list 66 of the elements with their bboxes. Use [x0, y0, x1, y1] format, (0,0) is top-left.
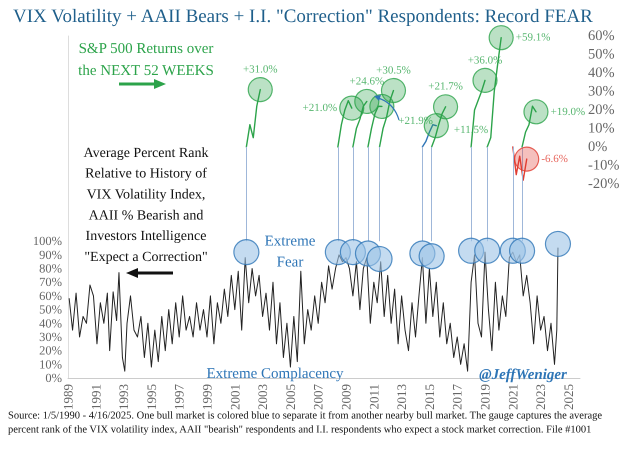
data-label: +24.6% — [349, 75, 384, 88]
point — [233, 239, 260, 266]
annotation: Average Percent Rank Relative to History of VIX Volatility Index, AAII % Bearish and Investors Intelligence "Expect a Correction" — [84, 146, 208, 265]
y-tick-label: 80% — [39, 262, 62, 276]
data-label: -6.6% — [541, 153, 568, 166]
x-tick-label: 1989 — [60, 384, 76, 410]
x-tick-label: 1997 — [172, 384, 187, 410]
x-tick-label: 2019 — [478, 384, 493, 410]
point — [433, 94, 458, 120]
x-tick-label: 2025 — [560, 384, 576, 410]
point — [474, 238, 500, 264]
y2-tick-label: 30% — [588, 83, 615, 100]
chart-title: VIX Volatility + AAII Bears + I.I. "Correction" Respondents: Record FEAR — [13, 6, 594, 27]
data-label: +21.7% — [428, 80, 463, 93]
point — [248, 77, 273, 102]
annotation: S&P 500 Returns over the NEXT 52 WEEKS — [78, 41, 214, 79]
point — [472, 68, 498, 93]
x-tick-label: 2007 — [310, 384, 326, 410]
annotation: @JeffWeniger — [479, 367, 568, 383]
x-tick-label: 2003 — [255, 384, 270, 410]
source-note: Source: 1/5/1990 - 4/16/2025. One bull market is colored blue to separate it from another nearby bull market. The gauge captures the average percent rank of the VIX volatility index, AAII "bearish" respondents and I.I. respondents who expect a stock market correction. File #1001 — [8, 410, 605, 436]
y-tick-label: 10% — [39, 357, 62, 372]
y2-tick-label: 0% — [588, 138, 608, 155]
x-tick-label: 2015 — [422, 384, 437, 410]
y-tick-label: 100% — [32, 234, 62, 248]
x-tick-label: 1995 — [144, 384, 159, 410]
x-tick-label: 1993 — [116, 384, 132, 410]
x-tick-label: 2005 — [282, 384, 298, 410]
y-tick-label: 70% — [39, 275, 62, 290]
point — [514, 146, 540, 172]
point — [488, 25, 514, 50]
x-tick-label: 1991 — [88, 384, 104, 410]
y-tick-label: 60% — [39, 288, 62, 303]
data-label: +30.5% — [376, 64, 411, 76]
x-tick-label: 2023 — [533, 384, 548, 410]
data-label: +31.0% — [242, 64, 278, 76]
y2-tick-label: 40% — [588, 64, 615, 81]
point — [523, 99, 549, 124]
point — [544, 230, 572, 258]
y2-tick-label: 50% — [588, 46, 615, 62]
x-tick-label: 1999 — [199, 384, 214, 410]
data-label: +21.0% — [302, 102, 338, 114]
point — [509, 238, 536, 264]
y-tick-label: 40% — [39, 316, 62, 330]
annotation: Extreme Complacency — [206, 366, 344, 382]
data-label: +19.0% — [550, 106, 586, 118]
data-label: +59.1% — [516, 32, 550, 44]
y-tick-label: 20% — [39, 344, 62, 358]
x-tick-label: 2021 — [505, 384, 520, 410]
y-tick-label: 50% — [39, 302, 62, 317]
y-tick-label: 30% — [39, 330, 62, 344]
annotation: Extreme Fear — [264, 234, 316, 270]
y-tick-label: 90% — [39, 248, 62, 262]
y2-tick-label: 10% — [588, 120, 615, 136]
y-tick-label: 0% — [45, 371, 62, 385]
x-tick-label: 2001 — [227, 384, 242, 410]
y2-tick-label: -10% — [588, 157, 620, 174]
y2-tick-label: 20% — [588, 102, 615, 118]
x-tick-label: 2017 — [450, 384, 465, 410]
y2-tick-label: -20% — [588, 176, 620, 192]
x-tick-label: 2013 — [394, 384, 410, 410]
x-tick-label: 2011 — [366, 384, 382, 410]
point — [366, 246, 393, 272]
y2-tick-label: 60% — [588, 28, 615, 44]
x-tick-label: 2009 — [338, 384, 354, 410]
point — [418, 243, 445, 270]
